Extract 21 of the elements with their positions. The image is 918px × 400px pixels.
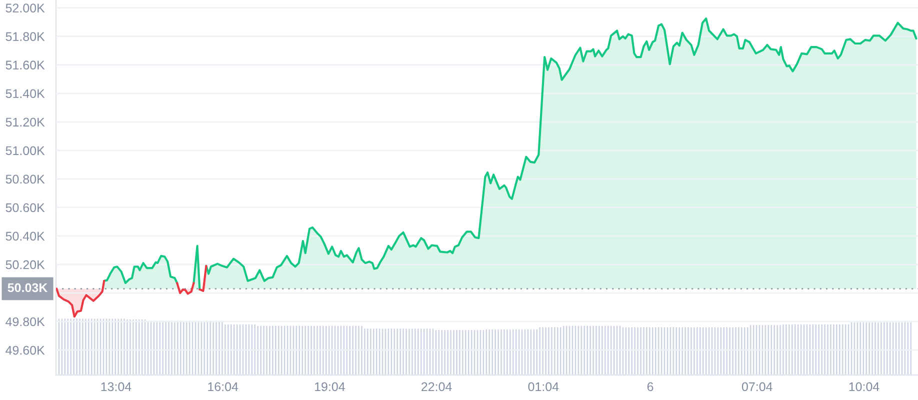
x-tick-label: 16:04: [208, 382, 238, 392]
y-tick-label: 50.20K: [6, 260, 45, 270]
y-tick-label: 49.60K: [6, 346, 45, 355]
ref-line-label: 50.03K: [8, 283, 48, 292]
y-tick-label: 51.60K: [6, 60, 45, 70]
x-tick-label: 19:04: [314, 382, 345, 392]
y-tick-label: 51.00K: [6, 146, 45, 156]
x-tick-label: 01:04: [528, 382, 559, 392]
y-tick-label: 50.60K: [6, 203, 45, 212]
x-tick-label: 07:04: [742, 382, 772, 392]
y-tick-label: 50.80K: [6, 174, 45, 184]
y-tick-label: 49.80K: [6, 317, 45, 326]
x-tick-label: 13:04: [101, 382, 132, 392]
y-tick-label: 50.40K: [6, 232, 45, 241]
y-tick-label: 52.00K: [6, 4, 45, 12]
y-tick-label: 51.80K: [6, 32, 45, 42]
x-tick-label: 22:04: [422, 382, 452, 392]
y-tick-label: 51.40K: [6, 89, 45, 98]
x-tick-label: 10:04: [849, 382, 880, 392]
x-tick-label: 6: [647, 382, 654, 392]
y-tick-label: 51.20K: [6, 118, 45, 127]
